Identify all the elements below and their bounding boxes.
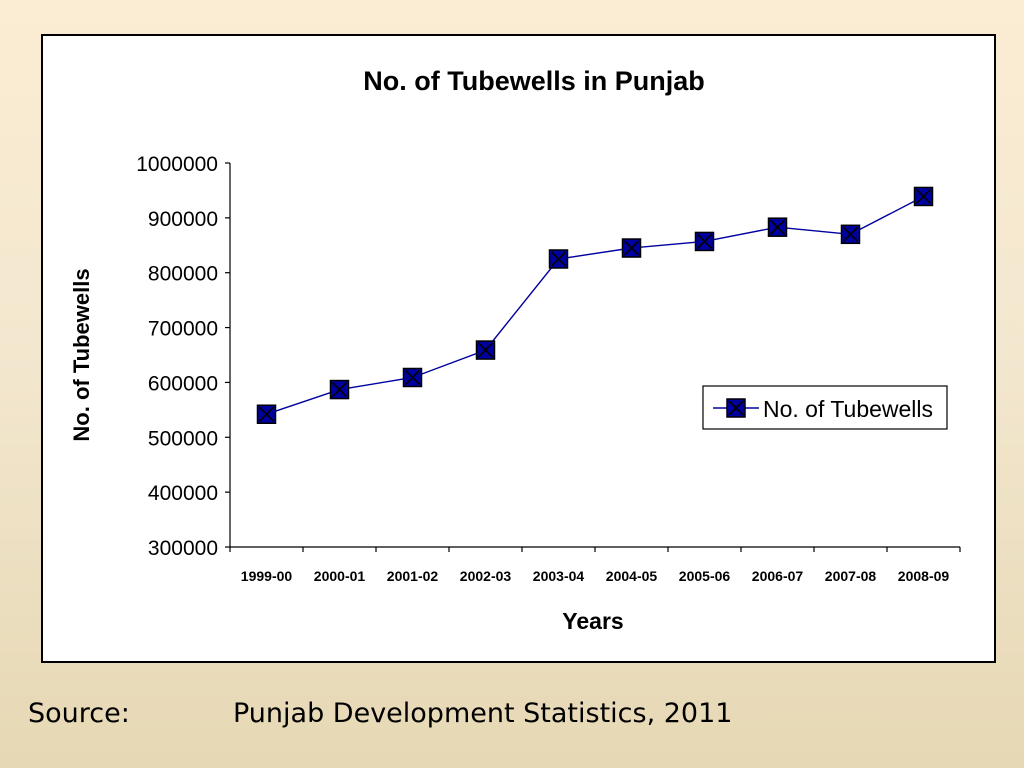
y-tick-label: 600000 <box>148 372 218 395</box>
line-chart: No. of Tubewells in Punjab 300000 400000 5… <box>69 66 961 634</box>
y-axis-title: No. of Tubewells <box>69 268 94 441</box>
data-point-cross <box>842 226 859 242</box>
x-tick-label: 2000-01 <box>314 568 366 584</box>
x-tick-label: 2004-05 <box>606 568 658 584</box>
legend-marker <box>726 398 746 418</box>
chart-container: No. of Tubewells in Punjab 300000 400000 5… <box>41 34 996 663</box>
data-point-cross <box>258 406 275 422</box>
y-tick-label: 300000 <box>148 537 218 560</box>
x-tick-label: 2007-08 <box>825 568 877 584</box>
data-point <box>256 404 277 424</box>
x-tick-label: 2003-04 <box>533 568 585 584</box>
legend-marker-cross <box>728 400 744 416</box>
y-tick-label: 800000 <box>148 263 218 286</box>
y-tick-label: 500000 <box>148 427 218 450</box>
data-point <box>840 224 861 245</box>
data-point-cross <box>477 342 494 358</box>
data-point-cross <box>915 188 932 205</box>
data-point-cross <box>550 251 567 267</box>
y-tick-label: 1000000 <box>136 153 218 176</box>
series-line <box>266 195 924 415</box>
y-tick-label: 700000 <box>148 318 218 341</box>
x-tick-label: 2005-06 <box>679 568 731 584</box>
x-tick-label: 2008-09 <box>898 568 950 584</box>
x-tick-label: 2001-02 <box>387 568 439 584</box>
data-point-cross <box>696 233 713 250</box>
source-text: Punjab Development Statistics, 2011 <box>233 698 733 729</box>
data-point-cross <box>769 219 786 235</box>
data-point-cross <box>331 381 348 398</box>
source-label: Source: <box>28 698 130 729</box>
data-point-cross <box>404 369 421 386</box>
y-tick-label: 400000 <box>148 482 218 505</box>
data-point <box>329 379 350 400</box>
x-tick-label: 2002-03 <box>460 568 512 584</box>
x-tick-label: 1999-00 <box>241 568 293 584</box>
x-tick-label: 2006-07 <box>752 568 804 584</box>
data-point <box>621 238 642 258</box>
data-point <box>913 186 934 207</box>
chart-title: No. of Tubewells in Punjab <box>363 66 705 96</box>
data-point <box>694 231 715 252</box>
x-axis-title: Years <box>562 608 623 634</box>
y-tick-label: 900000 <box>148 208 218 231</box>
data-point <box>475 340 496 360</box>
legend-label: No. of Tubewells <box>763 396 933 422</box>
data-point <box>402 367 423 388</box>
data-point <box>767 217 788 237</box>
data-point-cross <box>623 240 640 256</box>
data-point <box>548 249 569 269</box>
